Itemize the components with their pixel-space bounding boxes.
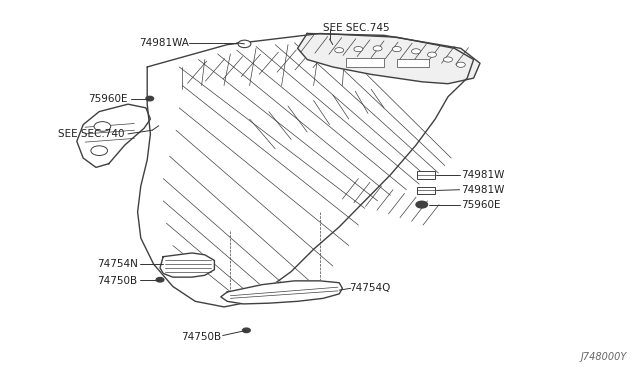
Text: 75960E: 75960E	[461, 200, 500, 209]
Circle shape	[456, 62, 465, 67]
Circle shape	[373, 46, 382, 51]
Polygon shape	[221, 281, 342, 304]
Circle shape	[91, 146, 108, 155]
Circle shape	[416, 201, 428, 208]
Circle shape	[243, 328, 250, 333]
FancyBboxPatch shape	[397, 59, 429, 67]
Circle shape	[94, 122, 111, 131]
Circle shape	[335, 48, 344, 53]
Text: SEE SEC.740: SEE SEC.740	[58, 129, 125, 139]
Text: 75960E: 75960E	[88, 94, 128, 103]
Circle shape	[354, 46, 363, 52]
Polygon shape	[138, 33, 474, 307]
Text: J748000Y: J748000Y	[581, 352, 627, 362]
FancyBboxPatch shape	[417, 171, 435, 179]
Circle shape	[444, 57, 452, 62]
Text: 74750B: 74750B	[180, 332, 221, 341]
Text: 74981W: 74981W	[461, 170, 504, 180]
Text: 74754N: 74754N	[97, 259, 138, 269]
Circle shape	[392, 46, 401, 52]
Text: 74981WA: 74981WA	[139, 38, 189, 48]
Circle shape	[238, 40, 251, 48]
Polygon shape	[160, 253, 214, 277]
FancyBboxPatch shape	[346, 58, 384, 67]
Circle shape	[146, 96, 154, 101]
Text: 74750B: 74750B	[97, 276, 138, 286]
Circle shape	[156, 278, 164, 282]
Text: 74981W: 74981W	[461, 185, 504, 195]
Text: 74754Q: 74754Q	[349, 283, 390, 293]
FancyBboxPatch shape	[417, 187, 435, 194]
Circle shape	[428, 52, 436, 57]
Polygon shape	[77, 104, 150, 167]
Polygon shape	[298, 33, 480, 84]
Text: SEE SEC.745: SEE SEC.745	[323, 23, 390, 33]
Circle shape	[412, 49, 420, 54]
